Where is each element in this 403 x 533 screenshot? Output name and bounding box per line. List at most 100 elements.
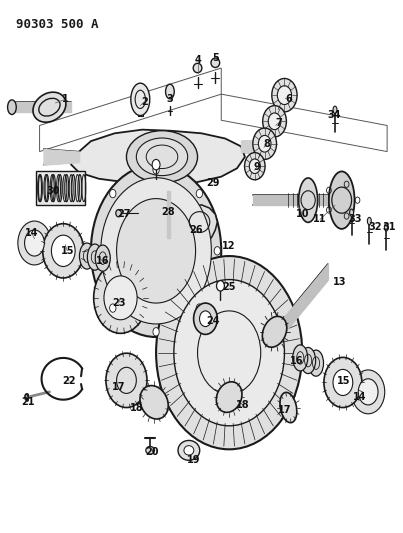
Circle shape [93, 262, 147, 333]
Circle shape [174, 279, 285, 426]
Text: 17: 17 [112, 382, 125, 392]
Ellipse shape [184, 446, 194, 455]
Text: 31: 31 [382, 222, 396, 232]
Circle shape [110, 304, 116, 312]
Circle shape [277, 86, 291, 104]
Text: 11: 11 [313, 214, 327, 224]
Ellipse shape [45, 175, 49, 201]
Text: 28: 28 [161, 207, 175, 216]
Text: 34: 34 [327, 110, 341, 120]
Text: 14: 14 [25, 228, 38, 238]
Circle shape [351, 370, 385, 414]
Text: 23: 23 [112, 298, 125, 308]
Ellipse shape [384, 224, 388, 231]
Circle shape [258, 135, 271, 152]
Polygon shape [182, 205, 217, 238]
Circle shape [153, 166, 159, 174]
Text: 26: 26 [189, 225, 202, 235]
Ellipse shape [136, 138, 188, 175]
Text: 14: 14 [353, 392, 366, 402]
Text: 20: 20 [145, 447, 159, 457]
Circle shape [92, 247, 98, 255]
Ellipse shape [349, 209, 353, 216]
Text: 16: 16 [289, 356, 303, 366]
Text: 1: 1 [62, 94, 69, 104]
Ellipse shape [211, 58, 220, 68]
Text: 9: 9 [253, 162, 260, 172]
Ellipse shape [293, 345, 308, 371]
Text: 29: 29 [207, 178, 220, 188]
Ellipse shape [166, 84, 174, 99]
Text: 15: 15 [337, 376, 351, 386]
Ellipse shape [299, 178, 318, 222]
Text: 16: 16 [96, 256, 110, 266]
Circle shape [101, 177, 211, 324]
Circle shape [199, 311, 212, 327]
Ellipse shape [368, 217, 371, 225]
Circle shape [156, 256, 302, 449]
Text: 22: 22 [62, 376, 76, 386]
Circle shape [152, 159, 160, 170]
Text: 4: 4 [194, 55, 201, 65]
Circle shape [18, 221, 51, 265]
Ellipse shape [178, 440, 200, 461]
Circle shape [324, 358, 362, 408]
Text: 2: 2 [141, 97, 147, 107]
Ellipse shape [65, 175, 69, 201]
Ellipse shape [95, 245, 110, 271]
Ellipse shape [140, 385, 168, 419]
Text: 30: 30 [47, 186, 60, 196]
Circle shape [25, 230, 44, 256]
Ellipse shape [58, 175, 62, 201]
Circle shape [245, 152, 265, 180]
Ellipse shape [38, 175, 42, 201]
Ellipse shape [193, 63, 202, 72]
Text: 90303 500 A: 90303 500 A [16, 19, 98, 31]
Circle shape [253, 128, 276, 159]
Ellipse shape [301, 348, 316, 374]
Circle shape [193, 303, 217, 334]
Text: 18: 18 [129, 402, 143, 413]
Circle shape [153, 328, 159, 336]
Ellipse shape [25, 394, 28, 400]
Ellipse shape [280, 392, 297, 423]
Ellipse shape [146, 447, 154, 454]
Ellipse shape [8, 100, 16, 115]
Ellipse shape [333, 106, 337, 114]
Ellipse shape [71, 175, 75, 201]
Ellipse shape [216, 382, 242, 413]
Text: 27: 27 [118, 209, 131, 219]
Text: 15: 15 [60, 246, 74, 256]
Circle shape [333, 369, 353, 395]
Text: 8: 8 [263, 139, 270, 149]
Polygon shape [71, 130, 245, 184]
Circle shape [106, 353, 147, 408]
Text: 5: 5 [212, 53, 219, 62]
Text: 10: 10 [295, 209, 309, 219]
Ellipse shape [262, 317, 287, 347]
Circle shape [272, 78, 297, 112]
Text: 18: 18 [236, 400, 250, 410]
Ellipse shape [127, 131, 197, 183]
Circle shape [196, 304, 203, 312]
Circle shape [43, 224, 84, 278]
Ellipse shape [131, 83, 150, 116]
Circle shape [268, 113, 281, 130]
Circle shape [52, 235, 75, 266]
Ellipse shape [33, 92, 66, 122]
Text: 32: 32 [368, 222, 382, 232]
Text: 3: 3 [166, 94, 173, 104]
Circle shape [104, 276, 137, 320]
Text: 12: 12 [222, 240, 236, 251]
Text: 33: 33 [349, 214, 362, 224]
Ellipse shape [78, 175, 82, 201]
Ellipse shape [52, 175, 56, 201]
Text: 6: 6 [285, 94, 292, 104]
Circle shape [196, 189, 203, 198]
Circle shape [116, 199, 195, 303]
Text: 17: 17 [278, 405, 291, 415]
Ellipse shape [79, 243, 94, 269]
Circle shape [116, 209, 121, 217]
Circle shape [249, 159, 260, 174]
Text: 21: 21 [21, 397, 35, 407]
